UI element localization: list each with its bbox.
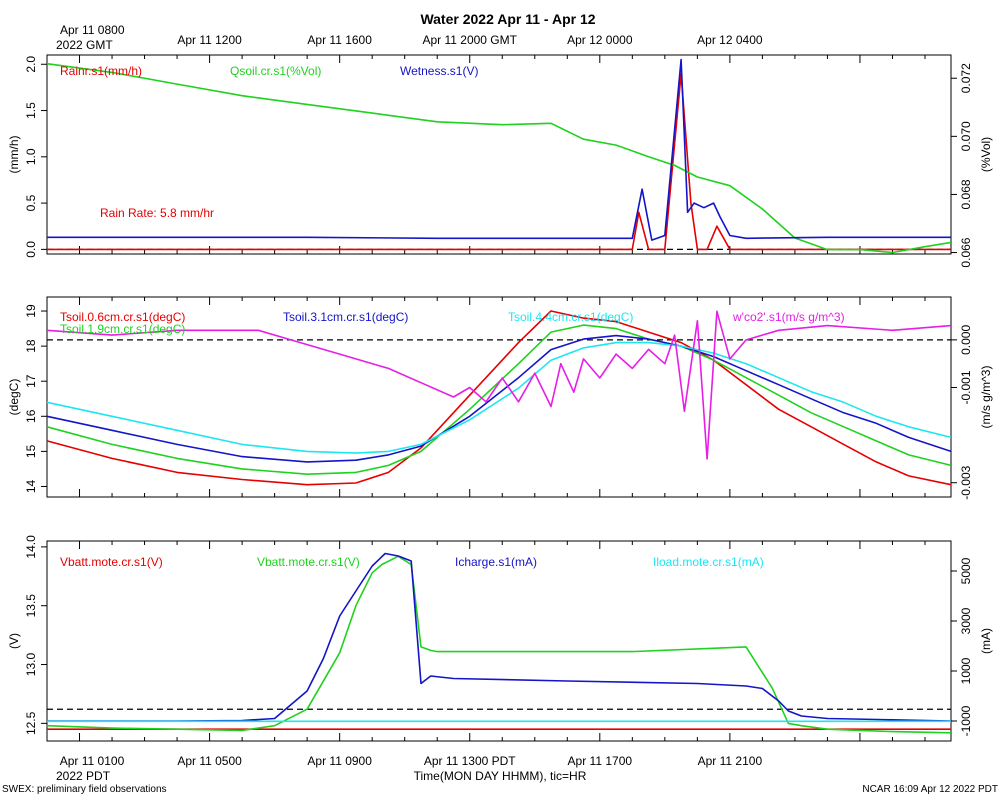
panel-power: 12.5 13.0 13.5 14.0 -1000 1000 3000 5000 (V) (mA)… xyxy=(7,535,993,742)
left-axis-label: (degC) xyxy=(7,379,21,416)
bottom-axis-year-label: 2022 PDT xyxy=(56,769,111,783)
series-line xyxy=(46,310,952,486)
bottom-axis-tick-label: Apr 11 2100 xyxy=(698,754,763,768)
bottom-axis-tick-label: Apr 11 1700 xyxy=(568,754,633,768)
legend-label: Qsoil.cr.s1(%Vol) xyxy=(230,64,321,78)
legend-label: Tsoil.4.4cm.cr.s1(degC) xyxy=(508,310,633,324)
legend-label: Tsoil.3.1cm.cr.s1(degC) xyxy=(283,310,408,324)
left-y-tick-label: 0.5 xyxy=(24,194,38,211)
right-y-tick-label: 0.066 xyxy=(959,237,973,267)
footer-left-note: SWEX: preliminary field observations xyxy=(2,784,167,795)
x-axis-label: Time(MON DAY HHMM), tic=HR xyxy=(414,769,587,783)
left-y-tick-label: 17 xyxy=(24,374,38,388)
legend-label: Vbatt.mote.cr.s1(V) xyxy=(60,555,163,569)
left-y-tick-label: 14 xyxy=(24,479,38,493)
right-axis-label: (m/s g/m^3) xyxy=(979,366,993,429)
bottom-axis-tick-label: Apr 11 0900 xyxy=(307,754,372,768)
series-line xyxy=(46,62,952,254)
panel-water: 0.0 0.5 1.0 1.5 2.0 0.066 0.068 0.070 0.072 (mm/h… xyxy=(7,54,993,268)
series-line xyxy=(47,72,951,251)
right-y-tick-label: -0.001 xyxy=(959,370,973,404)
right-y-tick-label: 0.000 xyxy=(959,325,973,355)
left-y-tick-label: 19 xyxy=(24,304,38,318)
series-line xyxy=(46,310,952,460)
series-line xyxy=(46,341,952,454)
top-axis-tick-label: Apr 12 0000 xyxy=(567,33,633,47)
left-axis-label: (mm/h) xyxy=(7,136,21,174)
left-y-tick-label: 15 xyxy=(24,444,38,458)
series-line xyxy=(47,552,952,722)
left-y-tick-label: 13.5 xyxy=(24,594,38,618)
right-y-tick-label: -0.003 xyxy=(959,465,973,499)
top-axis-ticks: Apr 11 1200 Apr 11 1600 Apr 11 2000 GMT Apr… xyxy=(177,33,763,47)
left-y-tick-label: 2.0 xyxy=(24,56,38,73)
top-axis-tick-label: Apr 12 0400 xyxy=(697,33,763,47)
right-y-tick-label: 3000 xyxy=(959,607,973,634)
legend-label: Iload.mote.cr.s1(mA) xyxy=(653,555,764,569)
right-y-tick-label: 0.070 xyxy=(959,121,973,151)
right-axis-label: (%Vol) xyxy=(979,137,993,172)
left-y-tick-label: 12.5 xyxy=(24,711,38,735)
panels: 0.0 0.5 1.0 1.5 2.0 0.066 0.068 0.070 0.072 (mm/h… xyxy=(7,54,993,742)
bottom-axis-ticks: Apr 11 0100 Apr 11 0500 Apr 11 0900 Apr 11 … xyxy=(60,754,763,768)
left-y-tick-label: 1.0 xyxy=(24,148,38,165)
left-y-tick-label: 13.0 xyxy=(24,653,38,677)
legend-label: w'co2'.s1(m/s g/m^3) xyxy=(732,310,845,324)
right-y-tick-label: 5000 xyxy=(959,557,973,584)
top-axis-origin-year: 2022 GMT xyxy=(56,38,113,52)
legend-label: Vbatt.mote.cr.s1(V) xyxy=(257,555,360,569)
left-y-tick-label: 18 xyxy=(24,339,38,353)
footer-right-note: NCAR 16:09 Apr 12 2022 PDT xyxy=(862,784,998,795)
left-y-tick-label: 1.5 xyxy=(24,102,38,119)
top-axis-origin-label: Apr 11 0800 xyxy=(60,23,125,37)
rain-rate-annotation: Rain Rate: 5.8 mm/hr xyxy=(100,206,214,220)
panel-frame xyxy=(46,296,952,498)
bottom-axis-tick-label: Apr 11 0100 xyxy=(60,754,125,768)
right-y-tick-label: 1000 xyxy=(959,657,973,684)
right-y-tick-label: 0.068 xyxy=(959,179,973,209)
left-y-tick-label: 0.0 xyxy=(24,241,38,258)
legend-label: Icharge.s1(mA) xyxy=(455,555,537,569)
top-axis-tick-label: Apr 11 1200 xyxy=(177,33,242,47)
legend-label: Wetness.s1(V) xyxy=(400,64,478,78)
left-y-tick-label: 14.0 xyxy=(24,535,38,559)
legend-label: Tsoil.1.9cm.cr.s1(degC) xyxy=(60,322,185,336)
bottom-axis-tick-label: Apr 11 1300 PDT xyxy=(424,754,516,768)
right-y-tick-label: -1000 xyxy=(959,705,973,736)
bottom-axis-tick-label: Apr 11 0500 xyxy=(177,754,242,768)
series-line xyxy=(47,58,951,241)
series-line xyxy=(46,334,952,463)
top-axis-tick-label: Apr 11 1600 xyxy=(307,33,372,47)
legend-label: Tsoil.0.6cm.cr.s1(degC) xyxy=(60,310,185,324)
top-axis-tick-label: Apr 11 2000 GMT xyxy=(422,33,517,47)
legend-label: Rainr.s1(mm/h) xyxy=(60,64,142,78)
series-line xyxy=(46,555,952,734)
chart-title: Water 2022 Apr 11 - Apr 12 xyxy=(420,11,595,27)
panel-frame xyxy=(46,540,952,742)
left-y-tick-label: 16 xyxy=(24,409,38,423)
panel-frame xyxy=(46,54,952,255)
panel-soil-temperature: 14 15 16 17 18 19 -0.003 -0.001 0.000 (degC) (m/s … xyxy=(7,296,993,500)
series-line xyxy=(46,324,952,476)
left-axis-label: (V) xyxy=(7,633,21,649)
right-y-tick-label: 0.072 xyxy=(959,63,973,93)
right-axis-label: (mA) xyxy=(979,628,993,654)
